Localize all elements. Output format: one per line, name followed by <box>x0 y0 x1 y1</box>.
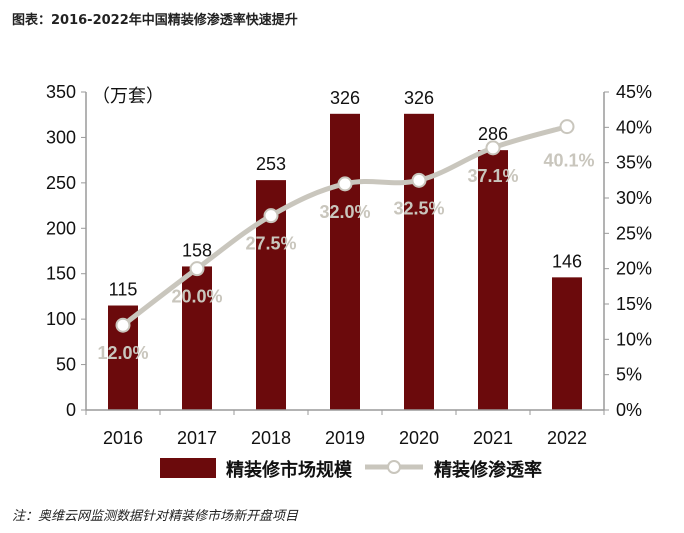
right-tick-label: 30% <box>616 188 652 208</box>
left-tick-label: 300 <box>46 127 76 147</box>
rate-point-2018 <box>263 208 279 224</box>
bar-value-label: 326 <box>404 88 434 108</box>
rate-point-2017 <box>189 261 205 277</box>
legend: 精装修市场规模 精装修渗透率 <box>160 458 542 481</box>
left-tick-label: 0 <box>66 400 76 420</box>
bar-2019 <box>330 113 360 410</box>
bar-value-label: 146 <box>552 251 582 271</box>
rate-point-2016 <box>115 317 131 333</box>
rate-point-2020 <box>411 172 427 188</box>
left-tick-label: 50 <box>56 355 76 375</box>
bar-2017 <box>182 266 212 410</box>
right-tick-label: 15% <box>616 294 652 314</box>
x-tick-label: 2019 <box>325 428 365 448</box>
rate-value-label: 32.5% <box>393 198 444 218</box>
right-tick-label: 5% <box>616 365 642 385</box>
left-tick-label: 200 <box>46 218 76 238</box>
rate-point-2021 <box>485 140 501 156</box>
x-tick-label: 2016 <box>103 428 143 448</box>
rate-value-label: 27.5% <box>245 234 296 254</box>
bar-2022 <box>552 277 582 410</box>
x-tick-label: 2020 <box>399 428 439 448</box>
rate-value-label: 20.0% <box>171 287 222 307</box>
right-tick-label: 10% <box>616 329 652 349</box>
bar-value-label: 158 <box>182 240 212 260</box>
right-tick-label: 20% <box>616 259 652 279</box>
legend-bar-swatch <box>160 458 216 478</box>
x-tick-label: 2022 <box>547 428 587 448</box>
footnote: 注：奥维云网监测数据针对精装修市场新开盘项目 <box>12 509 299 524</box>
x-tick-label: 2017 <box>177 428 217 448</box>
y-axis-unit-label: （万套） <box>92 86 164 107</box>
bar-value-label: 326 <box>330 88 360 108</box>
bar-value-label: 286 <box>478 124 508 144</box>
legend-line-label: 精装修渗透率 <box>434 459 542 481</box>
left-tick-label: 100 <box>46 309 76 329</box>
right-tick-label: 45% <box>616 82 652 102</box>
x-tick-label: 2018 <box>251 428 291 448</box>
bar-2020 <box>404 113 434 410</box>
bar-value-label: 115 <box>109 280 138 300</box>
right-tick-label: 40% <box>616 117 652 137</box>
x-tick-label: 2021 <box>473 428 513 448</box>
left-tick-label: 350 <box>46 82 76 102</box>
rate-point-2019 <box>337 176 353 192</box>
bar-value-label: 253 <box>256 154 286 174</box>
rate-value-label: 12.0% <box>97 343 148 363</box>
bar-2021 <box>478 150 508 411</box>
right-tick-label: 35% <box>616 153 652 173</box>
rate-point-2022 <box>559 119 575 135</box>
legend-bar-label: 精装修市场规模 <box>226 459 353 481</box>
rate-value-label: 40.1% <box>543 151 594 171</box>
rate-value-label: 37.1% <box>467 166 518 186</box>
legend-line-marker <box>387 460 401 474</box>
chart-title: 图表：2016-2022年中国精装修渗透率快速提升 <box>12 13 298 28</box>
right-tick-label: 0% <box>616 400 642 420</box>
left-tick-label: 250 <box>46 173 76 193</box>
right-tick-label: 25% <box>616 223 652 243</box>
rate-value-label: 32.0% <box>319 202 370 222</box>
left-tick-label: 150 <box>46 264 76 284</box>
